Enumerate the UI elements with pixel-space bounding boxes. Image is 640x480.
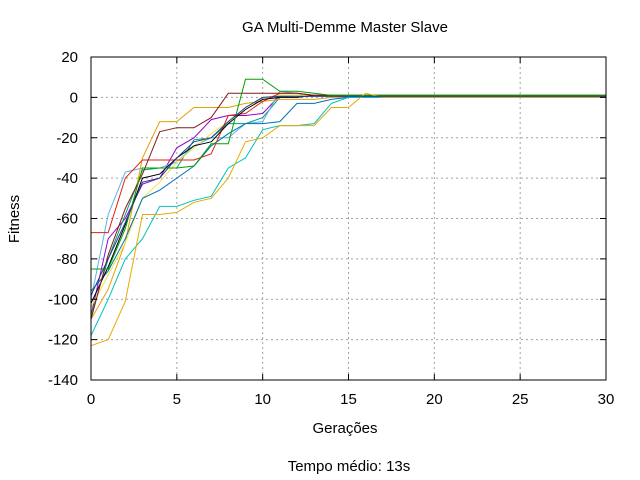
average-time-note: Tempo médio: 13s <box>288 458 411 475</box>
y-tick-label: -140 <box>48 372 78 389</box>
y-tick-label: -20 <box>56 130 78 147</box>
y-tick-label: 20 <box>61 49 78 66</box>
y-tick-label: -60 <box>56 211 78 228</box>
x-tick-label: 15 <box>340 391 357 408</box>
grid-lines <box>91 57 606 380</box>
y-tick-label: 0 <box>70 89 78 106</box>
y-tick-label: -40 <box>56 170 78 187</box>
chart-title: GA Multi-Demme Master Slave <box>242 19 448 36</box>
series-line-12 <box>90 92 606 347</box>
axis-ticks: -140 -120 -100 -80 -60 -40 -20 0 20 0 5 10 15 20 25 30 <box>48 49 614 408</box>
x-tick-label: 30 <box>598 391 615 408</box>
x-tick-label: 0 <box>87 391 95 408</box>
y-tick-label: -120 <box>48 332 78 349</box>
x-tick-label: 25 <box>512 391 529 408</box>
x-tick-label: 5 <box>173 391 181 408</box>
series-line-13 <box>90 95 606 296</box>
x-axis-label: Gerações <box>312 420 377 437</box>
y-tick-label: -100 <box>48 291 78 308</box>
series-lines <box>90 78 606 347</box>
y-axis-label: Fitness <box>6 195 23 243</box>
series-line-10 <box>91 78 606 270</box>
y-tick-label: -80 <box>56 251 78 268</box>
x-tick-label: 20 <box>426 391 443 408</box>
x-tick-label: 10 <box>254 391 271 408</box>
